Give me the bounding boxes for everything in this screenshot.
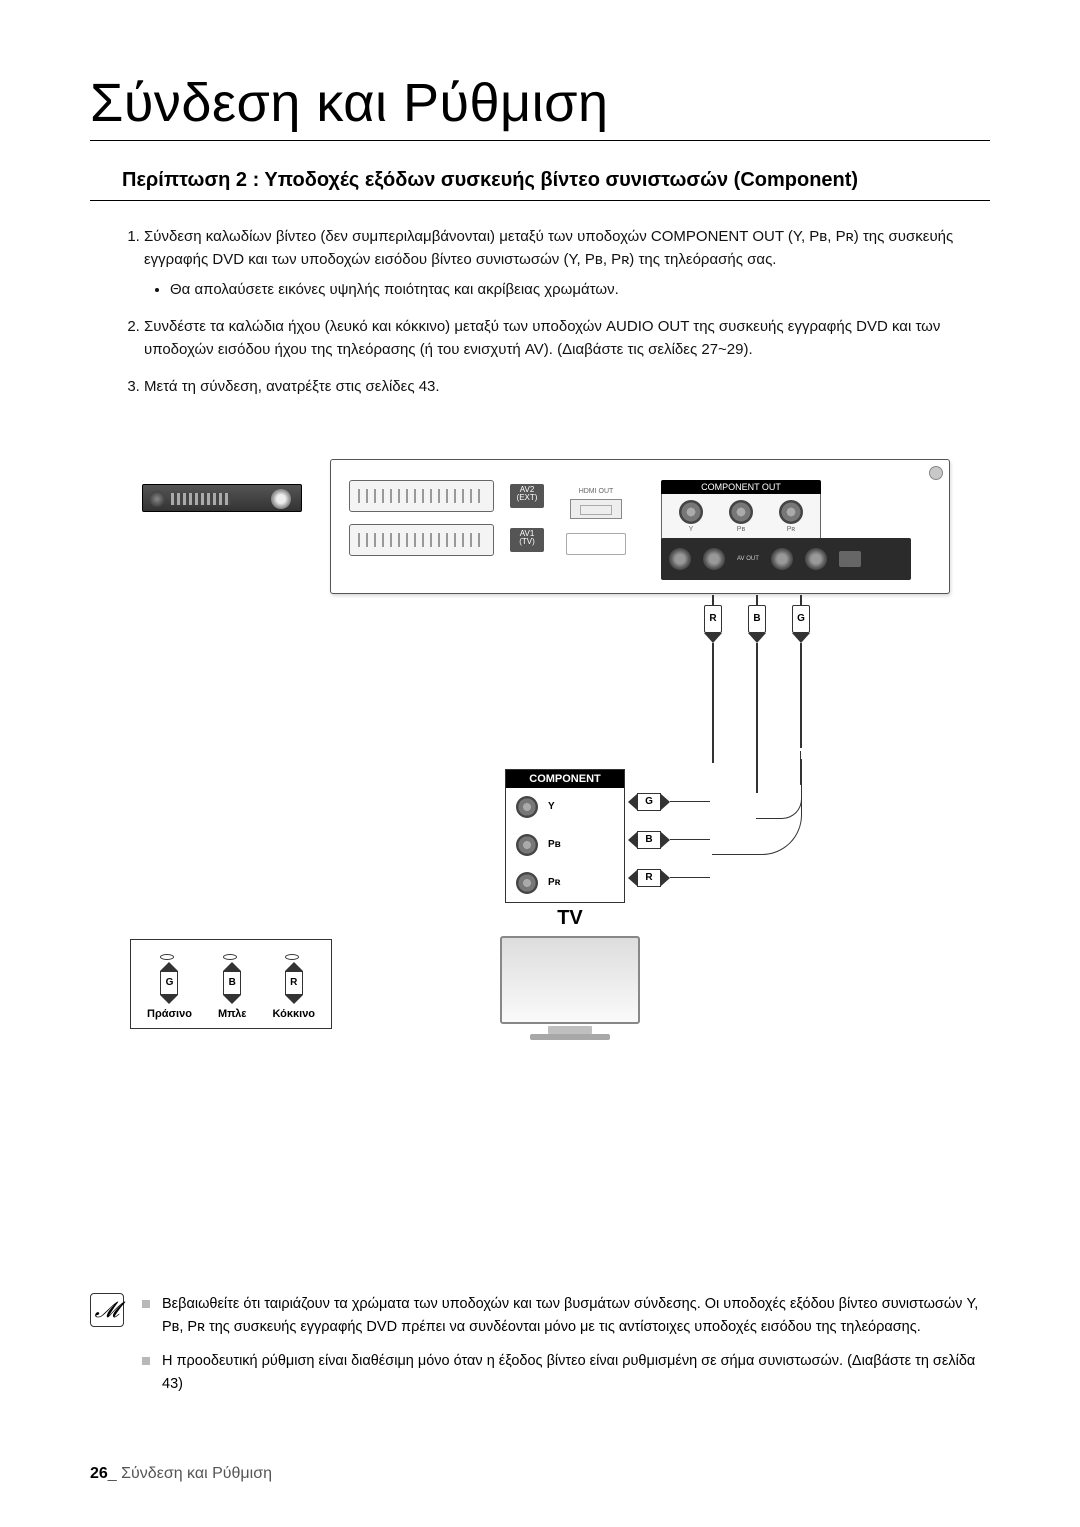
tv-component-header: COMPONENT [506, 770, 624, 788]
step-2: Συνδέστε τα καλώδια ήχου (λευκό και κόκκ… [144, 315, 990, 362]
hdmi-label: HDMI OUT [561, 488, 631, 495]
tv-illustration: TV [500, 907, 640, 1040]
audio-out-block: AV OUT [661, 538, 911, 580]
plug-h-b: B [628, 831, 670, 849]
tv-label: TV [500, 907, 640, 930]
plug-h-g: G [628, 793, 670, 811]
scart-av1 [349, 524, 494, 556]
note-icon: 𝓜 [90, 1293, 124, 1327]
step-1-sub: Θα απολαύσετε εικόνες υψηλής ποιότητας κ… [170, 278, 990, 301]
component-out-header: COMPONENT OUT [661, 480, 821, 494]
note-1: Βεβαιωθείτε ότι ταιριάζουν τα χρώματα τω… [142, 1293, 990, 1338]
dvd-rear-panel: AV2 (EXT) AV1 (TV) HDMI OUT COMPONENT OU… [330, 459, 950, 594]
scart-av1-label: AV1 (TV) [510, 528, 544, 552]
page-number: 26 [90, 1465, 108, 1482]
jack-y [679, 500, 703, 524]
step-1: Σύνδεση καλωδίων βίντεο (δεν συμπεριλαμβ… [144, 225, 990, 301]
color-legend: G Πράσινο B Μπλε R Κόκκινο [130, 939, 332, 1029]
note-2: Η προοδευτική ρύθμιση είναι διαθέσιμη μό… [142, 1350, 990, 1395]
plug-h-r: R [628, 869, 670, 887]
tv-comp-row-pb: Pʙ [506, 826, 624, 864]
legend-blue: B Μπλε [218, 954, 247, 1020]
connection-diagram: AV2 (EXT) AV1 (TV) HDMI OUT COMPONENT OU… [130, 459, 950, 1049]
scart-av2-label: AV2 (EXT) [510, 484, 544, 508]
component-out-block: COMPONENT OUT Y Pʙ Pʀ [661, 480, 821, 540]
legend-green: G Πράσινο [147, 954, 192, 1020]
legend-red: R Κόκκινο [272, 954, 315, 1020]
step-3: Μετά τη σύνδεση, ανατρέξτε στις σελίδες … [144, 375, 990, 398]
scart-av2 [349, 480, 494, 512]
steps-list: Σύνδεση καλωδίων βίντεο (δεν συμπεριλαμβ… [90, 225, 990, 399]
jack-pr [779, 500, 803, 524]
tv-comp-row-y: Y [506, 788, 624, 826]
footer-section: Σύνδεση και Ρύθμιση [121, 1465, 272, 1482]
page-footer: 26_ Σύνδεση και Ρύθμιση [90, 1465, 272, 1483]
section-heading: Περίπτωση 2 : Υποδοχές εξόδων συσκευής β… [90, 169, 990, 201]
step-1-text: Σύνδεση καλωδίων βίντεο (δεν συμπεριλαμβ… [144, 228, 953, 268]
jack-pb [729, 500, 753, 524]
cable-g [800, 751, 802, 785]
hdmi-out: HDMI OUT [561, 488, 631, 555]
notes-block: 𝓜 Βεβαιωθείτε ότι ταιριάζουν τα χρώματα … [90, 1293, 990, 1407]
dvd-recorder-front [142, 484, 302, 512]
page-title: Σύνδεση και Ρύθμιση [90, 72, 990, 141]
tv-component-input: COMPONENT Y Pʙ Pʀ [505, 769, 625, 903]
tv-comp-row-pr: Pʀ [506, 864, 624, 902]
